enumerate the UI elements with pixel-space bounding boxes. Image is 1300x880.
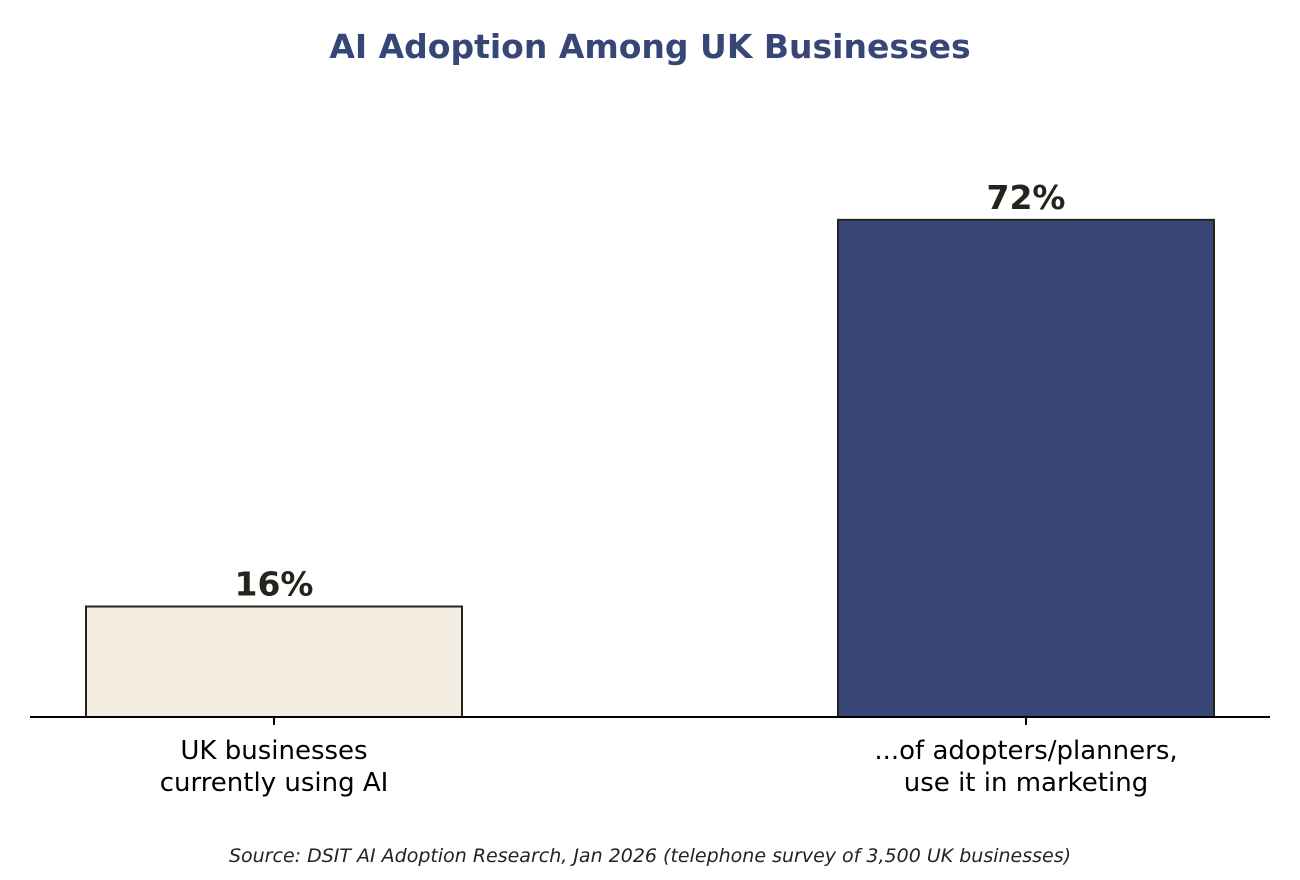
- source-note: Source: DSIT AI Adoption Research, Jan 2…: [229, 845, 1071, 867]
- bars-group: 16% 72%: [85, 178, 1215, 719]
- bar-value-label-2: 72%: [987, 178, 1066, 217]
- x-tick-label-1-line-2: currently using AI: [160, 768, 389, 798]
- bar-2: [837, 218, 1215, 718]
- x-tick-label-2-line-2: use it in marketing: [904, 768, 1148, 798]
- bar-1: [85, 605, 463, 719]
- chart-title: AI Adoption Among UK Businesses: [329, 27, 970, 66]
- x-tick-label-2-line-1: ...of adopters/planners,: [874, 736, 1177, 766]
- x-tick-label-1-line-1: UK businesses: [180, 736, 367, 766]
- bar-value-label-1: 16%: [235, 565, 314, 604]
